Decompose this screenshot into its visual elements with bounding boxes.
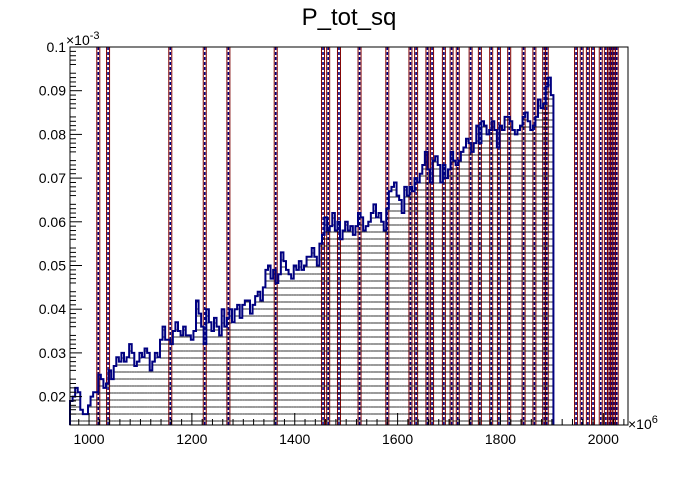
x-tick-label: 2000 xyxy=(588,431,619,447)
x-tick-label: 1600 xyxy=(382,431,413,447)
axes: 1000 1200 1400 1600 1800 2000 0.02 0.03 0.04 0.05… xyxy=(39,39,625,447)
x-tick-label: 1800 xyxy=(485,431,516,447)
x-exponent-label: ×106 xyxy=(628,414,658,432)
y-tick-label: 0.06 xyxy=(39,214,66,230)
y-tick-label: 0.09 xyxy=(39,83,66,99)
histogram-series-line xyxy=(69,76,555,425)
y-tick-label: 0.02 xyxy=(39,389,66,405)
y-tick-label: 0.07 xyxy=(39,170,66,186)
x-tick-label: 1000 xyxy=(73,431,104,447)
fill-hatching xyxy=(70,84,554,422)
x-tick-label: 1200 xyxy=(176,431,207,447)
chart-title: P_tot_sq xyxy=(302,4,397,31)
plot-frame xyxy=(69,46,629,426)
y-tick-label: 0.03 xyxy=(39,345,66,361)
y-tick-label: 0.05 xyxy=(39,257,66,273)
y-tick-label: 0.04 xyxy=(39,301,66,317)
y-exponent-label: ×10-3 xyxy=(66,30,100,48)
x-tick-label: 1400 xyxy=(279,431,310,447)
y-tick-label: 0.08 xyxy=(39,126,66,142)
y-tick-label: 0.1 xyxy=(47,39,67,55)
spike-lines xyxy=(96,47,619,425)
